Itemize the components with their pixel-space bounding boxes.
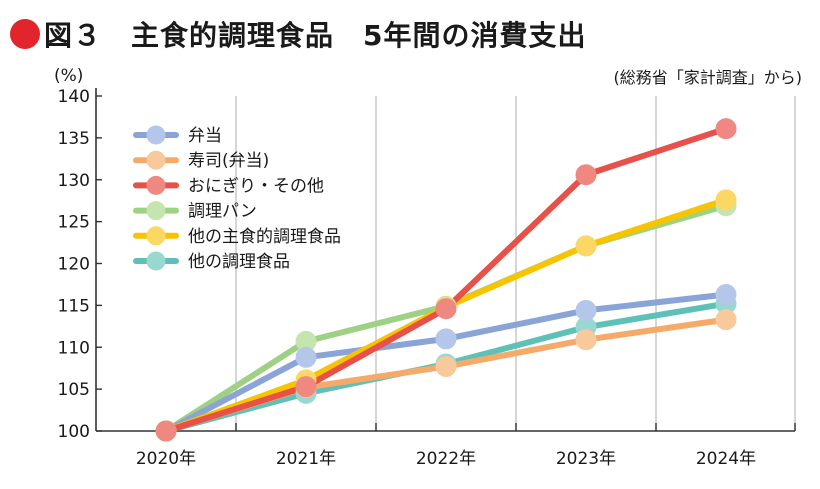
y-tick-label: 135 (58, 129, 90, 149)
legend-marker (146, 150, 166, 170)
series-layer (155, 118, 737, 442)
axis-layer: 100 105 110 115 120 125 130 135 140 2020年 2021年 202… (58, 87, 796, 469)
legend-label: 調理パン (188, 202, 257, 222)
y-tick-label: 125 (58, 213, 90, 233)
data-point (575, 235, 597, 257)
legend-marker (146, 125, 166, 145)
data-point (295, 330, 317, 352)
data-point (575, 299, 597, 321)
data-point (435, 356, 457, 378)
data-point (155, 420, 177, 442)
legend-label: 他の調理食品 (188, 252, 290, 272)
data-point (715, 118, 737, 140)
data-point (715, 309, 737, 331)
data-point (295, 346, 317, 368)
x-tick-label: 2024年 (696, 449, 756, 469)
y-tick-label: 110 (58, 338, 90, 358)
legend-label: 他の主食的調理食品 (188, 227, 341, 247)
data-point (435, 328, 457, 350)
source-note: (総務省「家計調査」から) (613, 68, 803, 87)
y-tick-label: 130 (58, 171, 90, 191)
legend-marker (146, 226, 166, 246)
legend-marker (146, 175, 166, 195)
data-point (715, 189, 737, 211)
y-tick-label: 140 (58, 87, 90, 107)
legend-marker (146, 201, 166, 221)
x-tick-label: 2022年 (416, 449, 476, 469)
legend-label: おにぎり・その他 (188, 176, 324, 196)
data-point (575, 164, 597, 186)
x-tick-label: 2021年 (276, 449, 336, 469)
data-point (435, 298, 457, 320)
title-bullet-icon (10, 19, 40, 49)
y-tick-label: 105 (58, 380, 90, 400)
legend-label: 弁当 (188, 126, 222, 146)
data-point (575, 329, 597, 351)
x-tick-label: 2020年 (136, 449, 196, 469)
y-axis-unit: (%) (54, 66, 84, 86)
data-point (295, 376, 317, 398)
data-point (715, 283, 737, 305)
x-tick-label: 2023年 (556, 449, 616, 469)
grid-layer (235, 96, 796, 431)
y-tick-label: 120 (58, 255, 90, 275)
chart-title: 図３ 主食的調理食品 5年間の消費支出 (44, 19, 587, 52)
y-tick-label: 100 (58, 422, 90, 442)
legend-marker (146, 251, 166, 271)
title-row: 図３ 主食的調理食品 5年間の消費支出 (10, 6, 587, 62)
legend-label: 寿司(弁当) (188, 151, 269, 171)
y-tick-label: 115 (58, 296, 90, 316)
